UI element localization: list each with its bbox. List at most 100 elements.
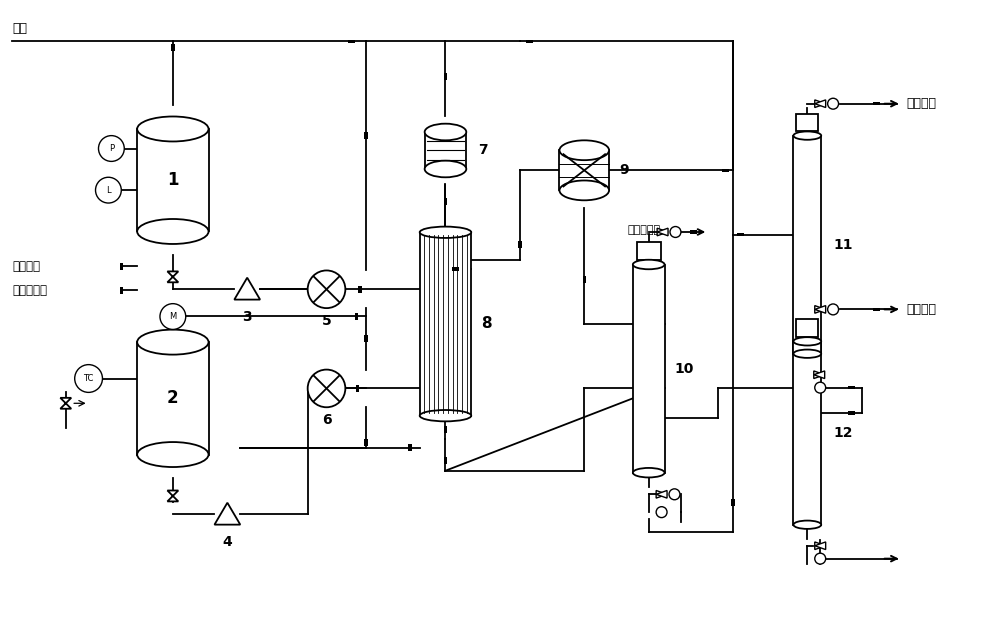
Bar [796,113,818,131]
Polygon shape [234,278,260,299]
Text: 氮气: 氮气 [12,23,27,35]
Bar [637,242,661,260]
Circle shape [669,489,680,500]
Polygon shape [815,306,826,313]
Ellipse shape [793,350,821,358]
Text: P: P [109,144,114,153]
Ellipse shape [420,227,471,238]
Polygon shape [815,100,826,108]
Polygon shape [60,398,71,409]
Text: 7: 7 [478,144,488,158]
Text: 2: 2 [167,390,179,408]
Text: 甲醇钠溶液: 甲醇钠溶液 [12,284,47,297]
Text: 1: 1 [167,171,179,189]
Ellipse shape [793,131,821,140]
Text: 烯醇成品: 烯醇成品 [906,303,936,316]
Polygon shape [657,228,668,236]
Circle shape [828,304,839,315]
Polygon shape [815,100,826,108]
Bar [364,439,368,446]
Text: 异丁烯回收: 异丁烯回收 [627,225,660,235]
Bar [848,386,855,390]
Polygon shape [814,371,825,379]
Polygon shape [656,491,667,498]
Text: 3: 3 [242,310,252,324]
Ellipse shape [559,180,609,200]
Ellipse shape [793,520,821,529]
Text: 多聚甲醛: 多聚甲醛 [12,260,40,273]
Bar [120,287,123,294]
Polygon shape [167,491,178,502]
Bar [444,457,447,464]
Circle shape [815,382,826,393]
Bar [873,102,880,106]
Bar [171,44,175,51]
Text: L: L [106,185,111,194]
Ellipse shape [137,330,209,355]
Bar [444,198,447,205]
Bar [348,40,355,43]
Bar [633,265,665,473]
Text: 9: 9 [619,164,629,177]
Bar [518,242,522,249]
Polygon shape [815,542,826,549]
Bar [583,276,586,283]
Text: 10: 10 [674,361,694,375]
Polygon shape [656,491,667,498]
Circle shape [96,177,121,203]
Circle shape [75,365,102,392]
Polygon shape [167,271,178,282]
Polygon shape [815,306,826,313]
Bar [425,132,466,169]
Bar [793,341,821,525]
Text: 6: 6 [322,413,331,427]
Bar [356,385,359,392]
Circle shape [656,507,667,518]
Text: 5: 5 [322,314,331,328]
Bar [722,169,729,172]
Bar [444,426,447,433]
Ellipse shape [633,260,665,269]
Text: 12: 12 [833,426,853,440]
Ellipse shape [137,442,209,467]
Text: 4: 4 [222,535,232,549]
Bar [364,336,368,343]
Circle shape [828,99,839,109]
Text: 甲醇回收: 甲醇回收 [906,97,936,110]
Polygon shape [814,371,825,379]
Text: 11: 11 [833,238,853,252]
Bar [137,342,209,455]
Bar [848,412,855,415]
Text: TC: TC [83,374,94,383]
Circle shape [308,370,345,407]
Polygon shape [657,228,668,236]
Circle shape [670,227,681,238]
Bar [796,319,818,337]
Bar [793,136,821,354]
Text: 8: 8 [481,316,492,332]
Bar [137,129,209,231]
Circle shape [160,304,186,330]
Bar [737,233,744,236]
Text: M: M [169,312,176,321]
Circle shape [815,553,826,564]
Bar [526,40,533,43]
Ellipse shape [137,117,209,142]
Bar [444,73,447,80]
Bar [358,286,362,293]
Circle shape [308,270,345,308]
Ellipse shape [425,160,466,177]
Bar [731,498,735,506]
Bar [408,444,412,451]
Circle shape [98,136,124,162]
Ellipse shape [633,468,665,477]
Bar [559,150,609,191]
Polygon shape [815,542,826,549]
Bar [420,232,471,415]
Bar [873,308,880,311]
Ellipse shape [420,410,471,421]
Polygon shape [214,503,240,525]
Bar [690,231,697,234]
Ellipse shape [793,337,821,345]
Bar [355,312,358,319]
